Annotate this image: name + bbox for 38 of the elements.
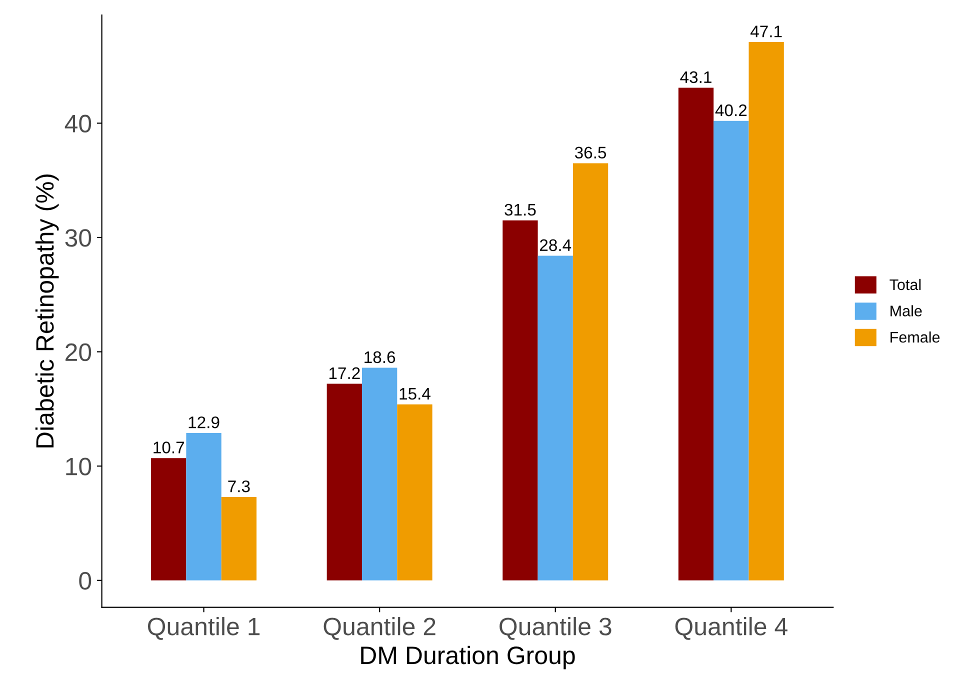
bar [151,458,186,580]
bar [538,256,573,580]
bar [186,432,222,580]
bar [362,368,398,580]
bar [714,120,749,580]
data-label: 10.7 [154,442,184,454]
data-label: 15.4 [400,388,430,400]
y-tick-label: 20 [66,343,92,362]
data-label: 40.2 [715,104,747,116]
y-axis-title: Diabetic Retinopathy (%) [35,174,59,448]
x-tick-label: Quantile 1 [148,617,260,640]
y-tick-label: 40 [64,114,92,132]
y-tick-label: 10 [66,458,92,476]
bar [502,220,538,580]
data-label: 47.1 [750,26,782,38]
data-label: 7.3 [228,480,250,492]
bar [397,404,432,580]
y-tick-label: 30 [65,229,92,247]
x-axis-title: DM Duration Group [361,646,575,670]
bar [572,163,608,580]
x-tick-label: Quantile 4 [675,617,788,640]
y-tick-label: 0 [79,572,92,590]
data-label: 12.9 [188,416,220,428]
data-label: 43.1 [680,71,712,84]
x-tick-label: Quantile 3 [500,617,612,640]
data-label: 36.5 [574,146,606,159]
data-label: 28.4 [540,239,572,252]
x-tick-label: Quantile 2 [324,617,436,640]
data-label: 18.6 [364,351,396,364]
legend-label: Female [890,331,940,343]
bar [326,384,362,580]
legend-label: Total [890,278,921,290]
data-label: 17.2 [329,367,360,379]
legend-label: Male [890,305,922,316]
bar [748,42,784,580]
data-label: 31.5 [504,204,536,216]
bar [678,88,714,580]
bar [221,496,257,580]
